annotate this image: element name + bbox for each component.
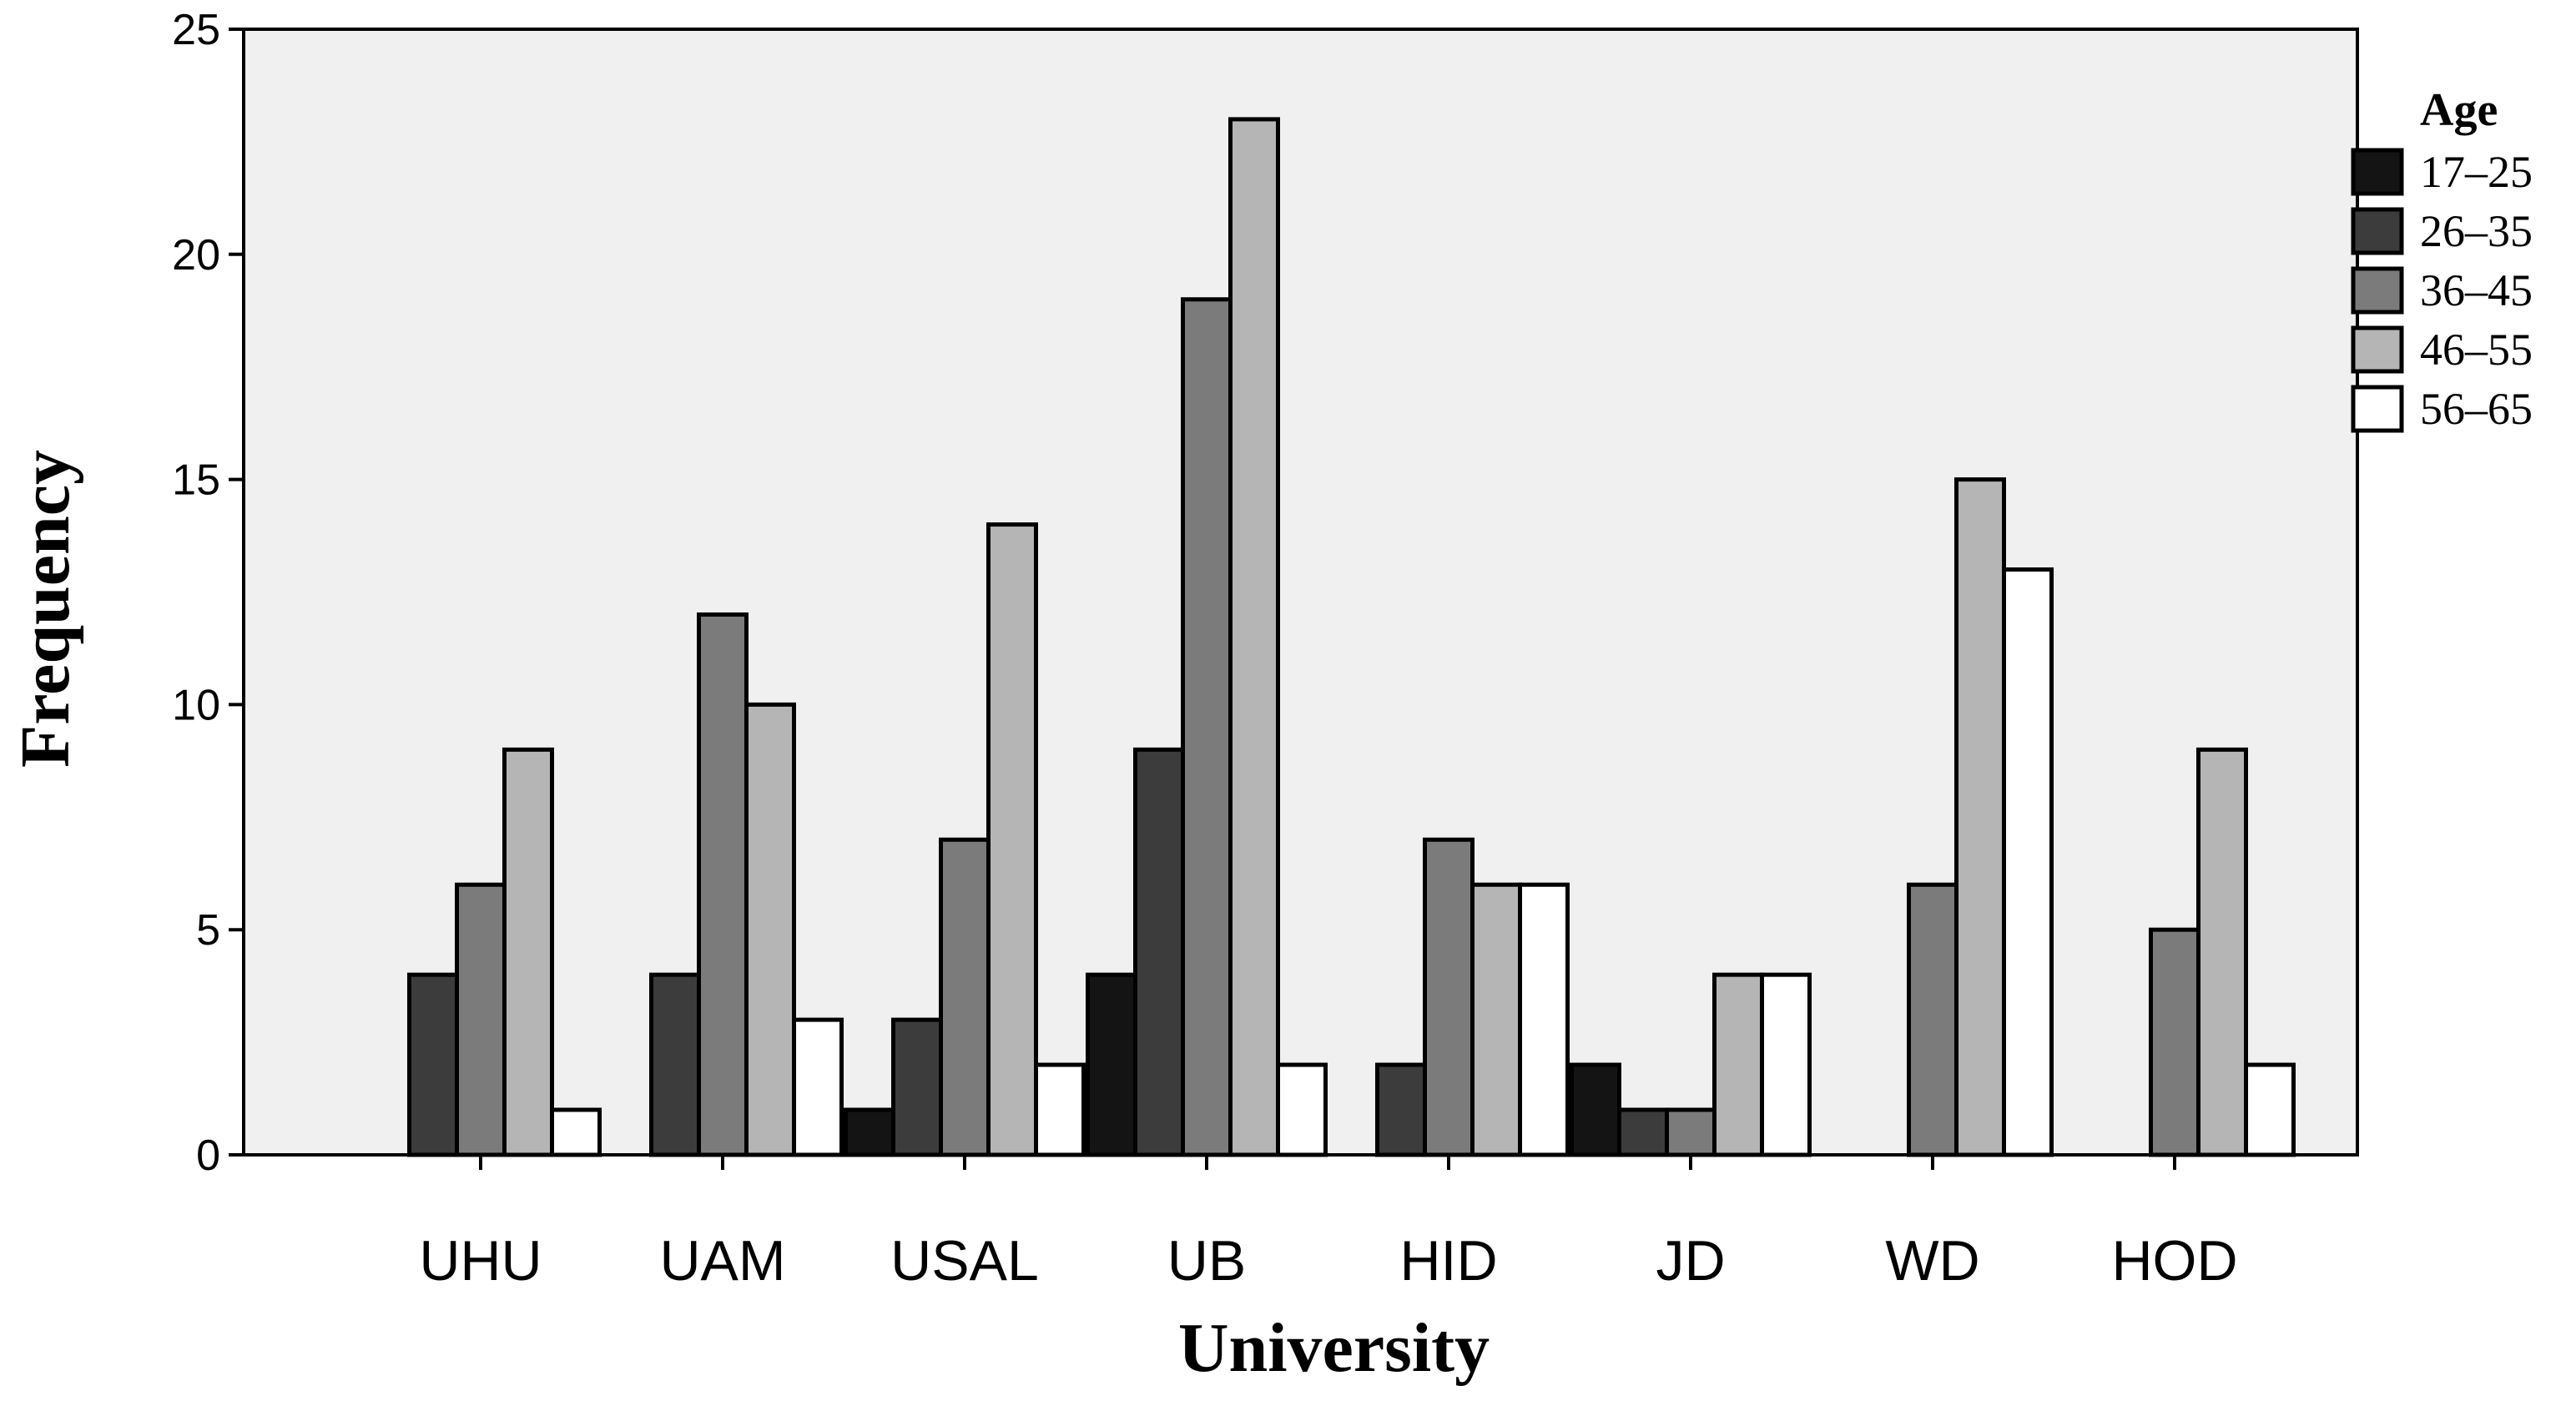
bar bbox=[1375, 1062, 1427, 1157]
x-tick-label: UAM bbox=[659, 1229, 785, 1293]
bar bbox=[1760, 972, 1812, 1157]
bar bbox=[649, 972, 701, 1157]
x-tick-label: UB bbox=[1167, 1229, 1246, 1293]
bar bbox=[986, 522, 1038, 1157]
x-axis-title: University bbox=[1178, 1309, 1490, 1387]
bar bbox=[550, 1107, 602, 1157]
bar bbox=[1423, 837, 1475, 1157]
bar bbox=[1570, 1062, 1621, 1157]
x-tick-label: UHU bbox=[419, 1229, 542, 1293]
bar bbox=[1034, 1062, 1086, 1157]
bar bbox=[502, 747, 554, 1157]
bar bbox=[1518, 882, 1570, 1157]
y-axis-title: Frequency bbox=[7, 450, 84, 768]
bar bbox=[844, 1107, 895, 1157]
bar bbox=[2002, 567, 2054, 1157]
axes bbox=[229, 28, 2176, 1170]
bar bbox=[455, 882, 507, 1157]
legend-swatch bbox=[2351, 325, 2404, 374]
legend-label: 36–45 bbox=[2420, 265, 2533, 315]
bar bbox=[792, 1017, 844, 1157]
bars bbox=[407, 117, 2296, 1157]
x-tick-label: USAL bbox=[890, 1229, 1039, 1293]
legend-title: Age bbox=[2420, 84, 2498, 136]
legend-label: 17–25 bbox=[2420, 147, 2533, 197]
bar bbox=[1133, 747, 1185, 1157]
bar bbox=[1086, 972, 1137, 1157]
legend-swatch bbox=[2351, 266, 2404, 315]
bar bbox=[1276, 1062, 1328, 1157]
bar bbox=[1907, 882, 1958, 1157]
y-tick-label: 20 bbox=[172, 231, 220, 280]
bar bbox=[2244, 1062, 2296, 1157]
bar bbox=[407, 972, 459, 1157]
x-tick-label: HID bbox=[1399, 1229, 1497, 1293]
x-tick-label: JD bbox=[1656, 1229, 1725, 1293]
x-tick-label: HOD bbox=[2111, 1229, 2237, 1293]
legend-swatch bbox=[2351, 148, 2404, 196]
legend-label: 26–35 bbox=[2420, 206, 2533, 256]
bar bbox=[1617, 1107, 1669, 1157]
legend-swatch bbox=[2351, 385, 2404, 433]
legend-swatch bbox=[2351, 207, 2404, 255]
bar bbox=[1228, 117, 1280, 1157]
bar bbox=[1665, 1107, 1716, 1157]
bar bbox=[1712, 972, 1764, 1157]
y-tick-label: 25 bbox=[172, 6, 220, 54]
y-tick-label: 15 bbox=[172, 456, 220, 505]
bar bbox=[891, 1017, 943, 1157]
bar bbox=[1954, 477, 2006, 1157]
bar bbox=[697, 612, 749, 1157]
bar bbox=[2149, 927, 2200, 1157]
labels: 0 5 10 15 20 25 UHU UAM USAL UB HID JD WD HOD Universi… bbox=[7, 6, 2238, 1387]
legend-label: 56–65 bbox=[2420, 384, 2533, 434]
y-tick-label: 5 bbox=[196, 906, 220, 955]
legend-label: 46–55 bbox=[2420, 325, 2533, 375]
y-tick-label: 0 bbox=[196, 1131, 220, 1180]
bar bbox=[2196, 747, 2248, 1157]
legend: Age 17–25 26–35 36–45 46–55 56–65 bbox=[2351, 84, 2533, 434]
bar bbox=[1181, 297, 1233, 1157]
y-tick-label: 10 bbox=[172, 681, 220, 729]
bar bbox=[1470, 882, 1522, 1157]
bar bbox=[744, 702, 796, 1157]
bar bbox=[939, 837, 991, 1157]
x-tick-label: WD bbox=[1885, 1229, 1979, 1293]
